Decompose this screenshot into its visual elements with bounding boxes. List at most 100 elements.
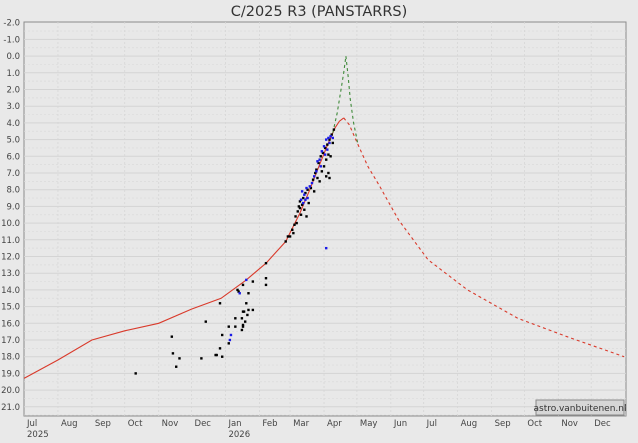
observation-point-black: [317, 161, 320, 165]
observation-point-black: [298, 206, 302, 210]
observation-point-black: [299, 213, 303, 216]
x-tick-label: Aug: [461, 419, 478, 429]
y-tick-label: 19.0: [1, 369, 20, 379]
observation-point-black: [314, 171, 317, 175]
observation-point-black: [320, 170, 324, 173]
observation-point-black: [264, 277, 268, 280]
observation-point-blue: [312, 175, 316, 178]
observation-point-blue: [318, 158, 321, 161]
observation-point-blue: [328, 141, 331, 145]
y-tick-label: 12.0: [1, 253, 20, 263]
observation-point-black: [331, 141, 334, 145]
y-tick-label: 17.0: [1, 336, 20, 346]
observation-point-black: [325, 158, 328, 161]
y-tick-label: 8.0: [6, 186, 20, 196]
observation-point-black: [309, 186, 313, 190]
observation-point-black: [328, 176, 331, 180]
x-tick-label: May: [360, 419, 378, 429]
y-tick-label: -1.0: [3, 35, 20, 45]
observation-point-blue: [325, 246, 328, 250]
observation-point-black: [218, 347, 222, 350]
observation-point-black: [284, 240, 287, 243]
observation-point-black: [292, 231, 295, 235]
observation-point-black: [312, 190, 316, 193]
observation-point-black: [295, 221, 298, 225]
observation-point-black: [304, 191, 307, 195]
x-tick-label: Dec: [594, 419, 611, 429]
observation-point-blue: [302, 201, 305, 205]
observation-point-black: [245, 302, 248, 305]
observation-point-blue: [229, 333, 233, 337]
y-tick-label: -2.0: [3, 19, 20, 29]
observation-point-blue: [315, 170, 318, 173]
observation-point-black: [329, 155, 332, 158]
observation-point-black: [237, 290, 240, 293]
y-tick-label: 4.0: [6, 119, 20, 129]
x-tick-label: Jul: [26, 419, 37, 429]
grid: [24, 22, 626, 416]
chart-title: C/2025 R3 (PANSTARRS): [231, 4, 408, 20]
x-tick-label: Apr: [327, 419, 342, 429]
observation-point-black: [325, 175, 328, 178]
y-tick-label: 2.0: [6, 86, 20, 96]
observation-point-black: [264, 283, 268, 287]
x-tick-label: Jan: [227, 419, 241, 429]
observation-point-black: [311, 178, 315, 181]
observation-point-blue: [323, 153, 327, 156]
x-tick-label: Mar: [293, 419, 310, 429]
observation-point-black: [294, 215, 297, 218]
observation-point-black: [305, 215, 308, 218]
x-tick-label: Oct: [128, 419, 143, 429]
observation-point-black: [300, 203, 304, 206]
x-tick-label: Dec: [195, 419, 212, 429]
observation-point-blue: [327, 136, 330, 140]
observation-point-black: [306, 188, 309, 191]
observation-point-black: [171, 352, 175, 355]
observation-point-black: [316, 176, 319, 180]
observations: [134, 128, 336, 375]
watermark-text: astro.vanbuitenen.nl: [534, 404, 627, 414]
observation-point-black: [175, 365, 178, 368]
observation-point-black: [302, 196, 305, 200]
observation-point-black: [286, 235, 290, 238]
x-tick-label: Feb: [262, 419, 277, 429]
observation-point-blue: [325, 138, 328, 141]
y-tick-label: 1.0: [6, 69, 20, 79]
observation-point-black: [241, 323, 245, 327]
observation-point-blue: [245, 278, 248, 282]
y-tick-label: 7.0: [6, 169, 20, 179]
observation-point-black: [247, 292, 250, 295]
observation-point-black: [318, 180, 321, 183]
x-tick-label: Nov: [561, 419, 578, 429]
x-tick-label: Jun: [393, 419, 407, 429]
observation-point-black: [234, 317, 237, 320]
observation-point-blue: [331, 136, 334, 140]
observation-point-black: [326, 143, 329, 146]
observation-point-black: [288, 235, 292, 238]
y-tick-label: 11.0: [1, 236, 20, 246]
y-axis: -2.0 -1.0 0.0 1.0 2.0 3.0 4.0 5.0 6.0 7.0 8.0 9.0 10…: [1, 19, 20, 413]
y-tick-label: 20.0: [1, 386, 20, 396]
observation-point-black: [234, 325, 237, 328]
x-tick-label: Sep: [95, 419, 111, 429]
observation-point-black: [241, 325, 245, 328]
observation-point-blue: [300, 190, 304, 193]
x-tick-label: Jul: [426, 419, 437, 429]
observation-point-blue: [306, 196, 309, 200]
y-tick-label: 10.0: [1, 219, 20, 229]
observation-point-black: [291, 228, 294, 231]
observation-point-blue: [308, 185, 311, 188]
x-tick-year: 2025: [27, 430, 49, 440]
y-tick-label: 0.0: [6, 52, 20, 62]
observation-point-black: [227, 325, 230, 328]
observation-point-blue: [320, 150, 324, 153]
observation-point-black: [218, 302, 222, 305]
observation-point-blue: [329, 135, 332, 138]
observation-point-blue: [316, 160, 319, 163]
observation-point-black: [251, 280, 255, 283]
observation-point-black: [293, 223, 296, 226]
observation-point-black: [297, 205, 301, 208]
y-tick-label: 15.0: [1, 303, 20, 313]
observation-point-black: [170, 335, 174, 338]
